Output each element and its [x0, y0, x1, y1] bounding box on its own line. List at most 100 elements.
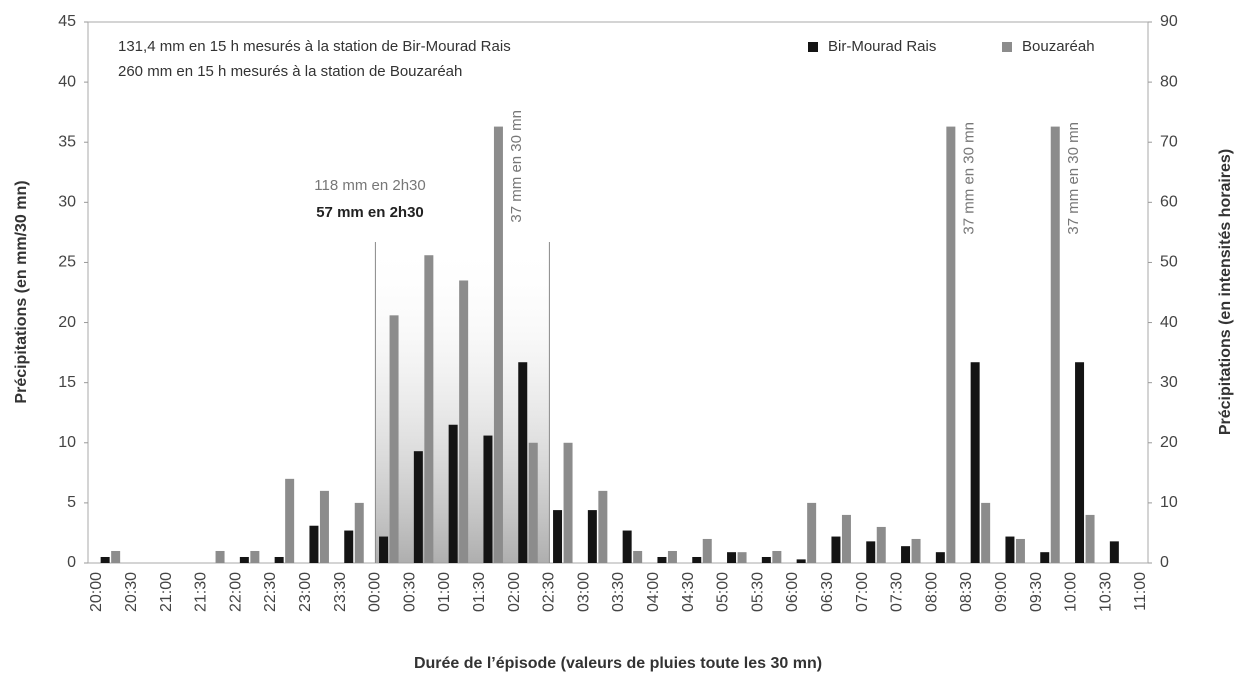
bar — [250, 550, 260, 563]
bar — [1040, 552, 1050, 563]
bar — [518, 362, 528, 563]
x-tick-label: 22:00 — [227, 572, 244, 612]
bar — [935, 552, 945, 563]
bar — [285, 478, 295, 563]
bar — [413, 451, 423, 563]
bar — [796, 559, 806, 563]
bar — [100, 556, 110, 563]
bar — [459, 280, 469, 563]
x-tick-label: 06:00 — [784, 572, 801, 612]
x-tick-label: 09:00 — [993, 572, 1010, 612]
y2-tick-label: 90 — [1160, 13, 1178, 30]
bar — [831, 536, 841, 563]
x-tick-label: 23:00 — [297, 572, 314, 612]
x-tick-label: 02:00 — [506, 572, 523, 612]
y2-tick-label: 10 — [1160, 494, 1178, 511]
y2-tick-label: 40 — [1160, 314, 1178, 331]
y-tick-label: 35 — [58, 133, 76, 150]
y-tick-label: 5 — [67, 494, 76, 511]
bar — [239, 556, 249, 563]
x-tick-label: 11:00 — [1132, 572, 1149, 611]
x-tick-label: 04:30 — [680, 572, 697, 612]
y2-tick-label: 30 — [1160, 374, 1178, 391]
bar — [1075, 362, 1085, 563]
bar — [1005, 536, 1015, 563]
bar — [866, 541, 876, 563]
x-tick-label: 07:30 — [889, 572, 906, 612]
x-tick-label: 09:30 — [1028, 572, 1045, 612]
bar — [1050, 126, 1060, 564]
bar — [483, 435, 493, 563]
bar — [563, 442, 573, 563]
bar — [215, 550, 225, 563]
y-tick-label: 40 — [58, 73, 76, 90]
x-tick-label: 06:30 — [819, 572, 836, 612]
x-tick-label: 01:00 — [436, 572, 453, 612]
y-axis-title: Précipitations (en mm/30 mn) — [13, 180, 30, 403]
bar — [702, 538, 712, 563]
annotation: 37 mm en 30 mn — [1065, 122, 1082, 235]
bar — [598, 490, 608, 563]
bar — [1015, 538, 1025, 563]
y-tick-label: 15 — [58, 374, 76, 391]
bar — [319, 490, 329, 563]
x-tick-label: 08:00 — [923, 572, 940, 612]
x-tick-label: 23:30 — [332, 572, 349, 612]
y-tick-label: 25 — [58, 254, 76, 271]
x-tick-label: 10:00 — [1063, 572, 1080, 612]
bar — [493, 126, 503, 564]
y-tick-label: 30 — [58, 194, 76, 211]
x-tick-label: 00:00 — [367, 572, 384, 612]
bar — [946, 126, 956, 564]
bar — [727, 552, 737, 563]
x-tick-label: 03:00 — [575, 572, 592, 612]
bar — [807, 502, 817, 563]
x-tick-label: 05:00 — [715, 572, 732, 612]
bar — [528, 442, 538, 563]
bar — [633, 550, 643, 563]
bar — [354, 502, 364, 563]
y2-tick-label: 80 — [1160, 73, 1178, 90]
bar — [657, 556, 667, 563]
x-tick-label: 08:30 — [958, 572, 975, 612]
bar — [274, 556, 284, 563]
bar — [692, 556, 702, 563]
y2-tick-label: 50 — [1160, 254, 1178, 271]
bar — [761, 556, 771, 563]
x-tick-label: 07:00 — [854, 572, 871, 612]
y-tick-label: 10 — [58, 434, 76, 451]
y2-tick-label: 70 — [1160, 133, 1178, 150]
legend-swatch — [1002, 42, 1012, 52]
x-tick-label: 04:00 — [645, 572, 662, 612]
x-tick-label: 02:30 — [541, 572, 558, 612]
y2-axis-title: Précipitations (en intensités horaires) — [1217, 149, 1234, 435]
bar — [667, 550, 677, 563]
annotation: 118 mm en 2h30 — [314, 177, 425, 194]
x-tick-label: 21:00 — [158, 572, 175, 612]
legend-label: Bir-Mourad Rais — [828, 38, 936, 55]
bar — [111, 550, 121, 563]
bar — [389, 315, 399, 563]
annotation: 37 mm en 30 mn — [961, 122, 978, 235]
y-tick-label: 20 — [58, 314, 76, 331]
bar — [911, 538, 921, 563]
y2-tick-label: 0 — [1160, 554, 1169, 571]
bar — [448, 424, 458, 563]
bar — [309, 525, 319, 563]
bar — [772, 550, 782, 563]
note: 260 mm en 15 h mesurés à la station de B… — [118, 63, 462, 80]
bar — [1085, 514, 1095, 563]
x-tick-label: 10:30 — [1097, 572, 1114, 612]
bar — [553, 510, 563, 563]
y2-tick-label: 20 — [1160, 434, 1178, 451]
x-tick-label: 05:30 — [749, 572, 766, 612]
legend-swatch — [808, 42, 818, 52]
x-tick-label: 01:30 — [471, 572, 488, 612]
bar — [841, 514, 851, 563]
bar — [424, 255, 434, 563]
bar — [1109, 541, 1119, 563]
bar — [622, 530, 632, 563]
y-tick-label: 45 — [58, 13, 76, 30]
bar — [737, 552, 747, 563]
x-tick-label: 21:30 — [193, 572, 210, 612]
